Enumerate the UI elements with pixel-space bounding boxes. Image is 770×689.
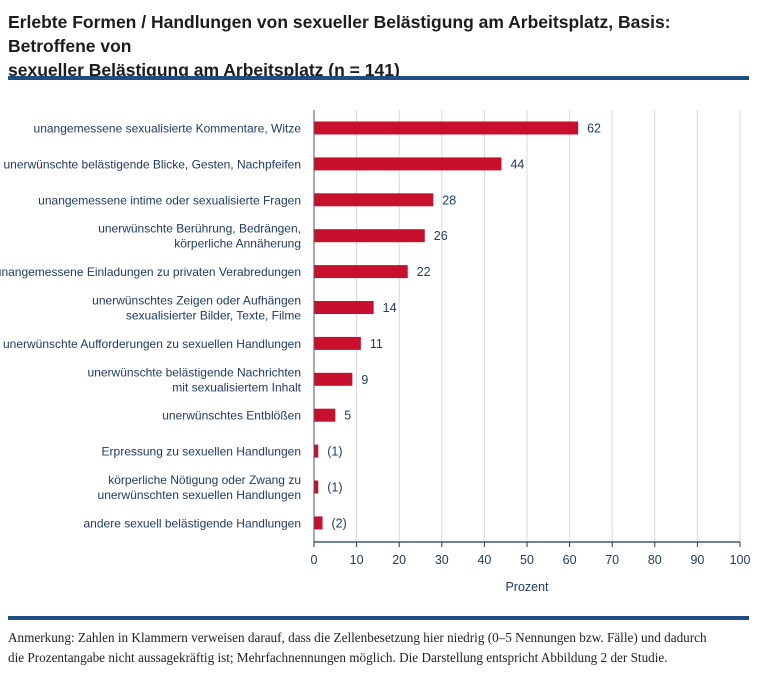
footnote: Anmerkung: Zahlen in Klammern verweisen … (8, 628, 758, 668)
x-tick-label-0: 0 (311, 553, 318, 567)
footnote-line-2: die Prozentangabe nicht aussagekräftig i… (8, 648, 758, 668)
bar-3 (314, 229, 425, 242)
bar-8 (314, 409, 335, 422)
category-label-6: unerwünschte Aufforderungen zu sexuellen… (3, 337, 301, 351)
x-tick-label-8: 80 (648, 553, 662, 567)
category-label-10-line-2: unerwünschten sexuellen Handlungen (98, 488, 301, 502)
category-label-5-line-1: unerwünschtes Zeigen oder Aufhängen (92, 294, 301, 308)
bar-2 (314, 193, 433, 206)
category-label-9: Erpressung zu sexuellen Handlungen (102, 445, 301, 459)
category-label-3-line-2: körperliche Annäherung (174, 237, 301, 251)
bar-4 (314, 265, 408, 278)
value-label-8: 5 (344, 409, 351, 423)
x-tick-label-6: 60 (563, 553, 577, 567)
category-label-1: unerwünschte belästigende Blicke, Gesten… (3, 157, 301, 171)
category-label-8: unerwünschtes Entblößen (162, 409, 301, 423)
category-label-11: andere sexuell belästigende Handlungen (84, 516, 302, 530)
x-tick-label-2: 20 (392, 553, 406, 567)
bar-chart: 62 unangemessene sexualisierte Kommentare… (0, 0, 770, 689)
bar-6 (314, 337, 361, 350)
x-tick-label-9: 90 (690, 553, 704, 567)
category-label-10-line-1: körperliche Nötigung oder Zwang zu (108, 473, 301, 487)
value-label-3: 26 (434, 229, 448, 243)
value-label-6: 11 (370, 337, 383, 351)
x-tick-label-4: 40 (477, 553, 491, 567)
value-label-7: 9 (361, 373, 368, 387)
value-label-4: 22 (417, 265, 431, 279)
x-tick-label-10: 100 (730, 553, 751, 567)
bar-1 (314, 157, 501, 170)
value-label-5: 14 (383, 301, 397, 315)
x-axis-label: Prozent (505, 580, 549, 594)
bar-10 (314, 481, 318, 494)
bar-11 (314, 516, 323, 529)
bar-9 (314, 445, 318, 458)
category-label-4: unangemessene Einladungen zu privaten Ve… (0, 265, 301, 279)
bar-5 (314, 301, 374, 314)
category-label-7-line-1: unerwünschte belästigende Nachrichten (88, 365, 301, 379)
value-label-0: 62 (587, 122, 601, 136)
x-tick-label-3: 30 (435, 553, 449, 567)
footnote-line-1: Anmerkung: Zahlen in Klammern verweisen … (8, 628, 758, 648)
value-label-10: (1) (327, 481, 342, 495)
bar-0 (314, 122, 578, 135)
bottom-divider (8, 616, 749, 620)
value-label-1: 44 (510, 157, 524, 171)
category-label-3-line-1: unerwünschte Berührung, Bedrängen, (98, 222, 301, 236)
value-label-11: (2) (332, 516, 347, 530)
category-label-7-line-2: mit sexualisiertem Inhalt (172, 380, 301, 394)
x-tick-label-1: 10 (350, 553, 364, 567)
x-tick-label-7: 70 (605, 553, 619, 567)
category-label-2: unangemessene intime oder sexualisierte … (38, 193, 301, 207)
category-label-0: unangemessene sexualisierte Kommentare, … (34, 122, 302, 136)
value-label-9: (1) (327, 445, 342, 459)
bar-7 (314, 373, 352, 386)
value-label-2: 28 (442, 193, 456, 207)
category-label-5-line-2: sexualisierter Bilder, Texte, Filme (126, 309, 302, 323)
x-tick-label-5: 50 (520, 553, 534, 567)
